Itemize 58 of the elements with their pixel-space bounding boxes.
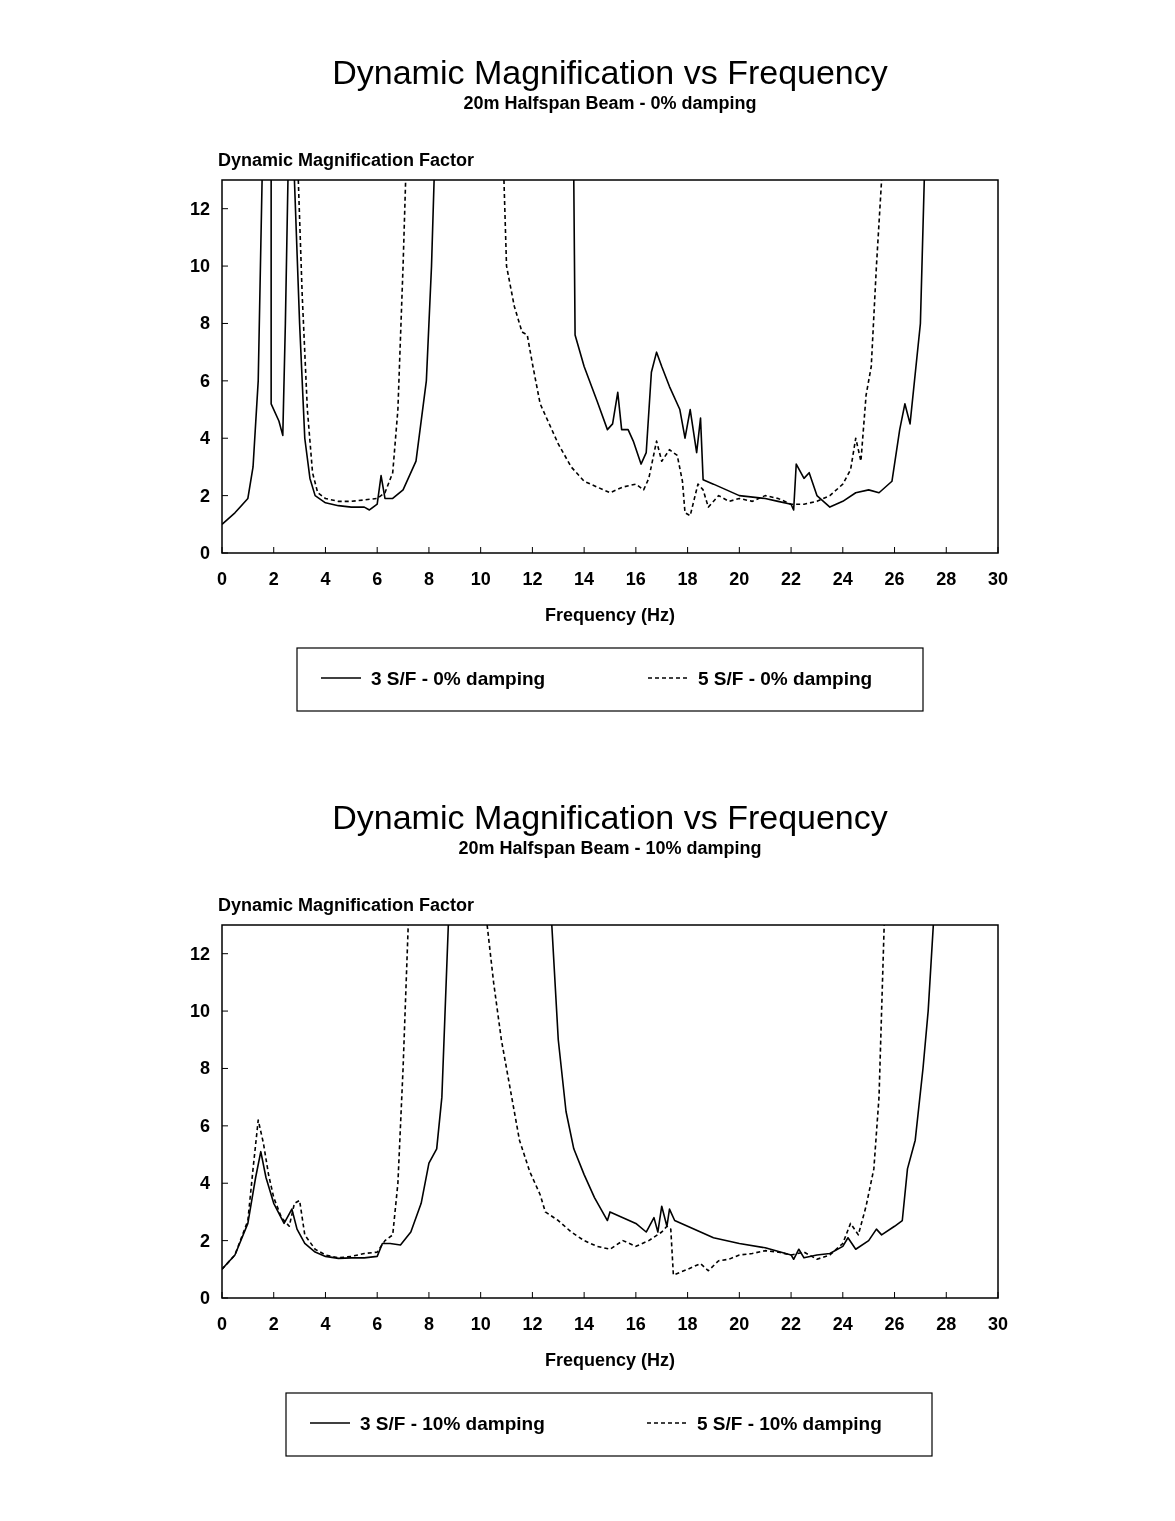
- x-tick-label: 4: [320, 1314, 331, 1334]
- x-tick-label: 18: [677, 1314, 698, 1334]
- x-tick-label: 22: [781, 569, 802, 589]
- chart-title: Dynamic Magnification vs Frequency: [332, 798, 888, 836]
- x-axis-title: Frequency (Hz): [544, 1350, 676, 1370]
- y-tick-label: 6: [199, 370, 210, 391]
- x-tick-label: 10: [470, 569, 491, 589]
- x-tick-label: 22: [781, 1314, 802, 1334]
- x-tick-label: 14: [574, 1314, 595, 1334]
- x-tick-label: 26: [884, 1314, 905, 1334]
- y-tick-label: 10: [189, 256, 210, 277]
- y-axis-title: Dynamic Magnification Factor: [218, 150, 475, 170]
- legend-label: 3 S/F - 10% damping: [360, 1413, 545, 1434]
- x-tick-label: 12: [522, 569, 543, 589]
- legend-label: 5 S/F - 0% damping: [698, 668, 873, 689]
- x-tick-label: 30: [987, 569, 1009, 589]
- x-tick-label: 24: [832, 569, 853, 589]
- chart-subtitle: 20m Halfspan Beam - 10% damping: [458, 838, 762, 858]
- x-tick-label: 0: [216, 1314, 228, 1334]
- x-tick-label: 2: [268, 569, 279, 589]
- x-tick-label: 2: [268, 1314, 279, 1334]
- legend-label: 5 S/F - 10% damping: [697, 1413, 882, 1434]
- y-tick-label: 4: [199, 1173, 210, 1194]
- y-tick-label: 8: [199, 313, 210, 334]
- x-axis-title: Frequency (Hz): [544, 605, 676, 625]
- x-tick-label: 20: [729, 569, 750, 589]
- chart-title: Dynamic Magnification vs Frequency: [332, 53, 888, 91]
- y-tick-label: 10: [189, 1001, 210, 1022]
- x-tick-label: 8: [423, 569, 434, 589]
- y-tick-label: 4: [199, 428, 210, 449]
- chart-subtitle: 20m Halfspan Beam - 0% damping: [463, 93, 757, 113]
- x-tick-label: 20: [729, 1314, 750, 1334]
- y-tick-label: 2: [199, 1230, 210, 1251]
- x-tick-label: 0: [216, 569, 228, 589]
- x-tick-label: 30: [987, 1314, 1009, 1334]
- x-tick-label: 8: [423, 1314, 434, 1334]
- x-tick-label: 12: [522, 1314, 543, 1334]
- x-tick-label: 26: [884, 569, 905, 589]
- y-axis-title: Dynamic Magnification Factor: [218, 895, 475, 915]
- legend-label: 3 S/F - 0% damping: [371, 668, 546, 689]
- x-tick-label: 6: [372, 569, 383, 589]
- x-tick-label: 18: [677, 569, 698, 589]
- y-tick-label: 12: [189, 198, 210, 219]
- x-tick-label: 14: [574, 569, 595, 589]
- x-tick-label: 10: [470, 1314, 491, 1334]
- x-tick-label: 4: [320, 569, 331, 589]
- x-tick-label: 24: [832, 1314, 853, 1334]
- x-tick-label: 16: [625, 569, 646, 589]
- y-tick-label: 2: [199, 485, 210, 506]
- x-tick-label: 6: [372, 1314, 383, 1334]
- y-tick-label: 0: [199, 1288, 210, 1308]
- x-tick-label: 28: [936, 1314, 957, 1334]
- y-tick-label: 8: [199, 1058, 210, 1079]
- x-tick-label: 28: [936, 569, 957, 589]
- y-tick-label: 6: [199, 1115, 210, 1136]
- x-tick-label: 16: [625, 1314, 646, 1334]
- y-tick-label: 0: [199, 543, 210, 563]
- y-tick-label: 12: [189, 943, 210, 964]
